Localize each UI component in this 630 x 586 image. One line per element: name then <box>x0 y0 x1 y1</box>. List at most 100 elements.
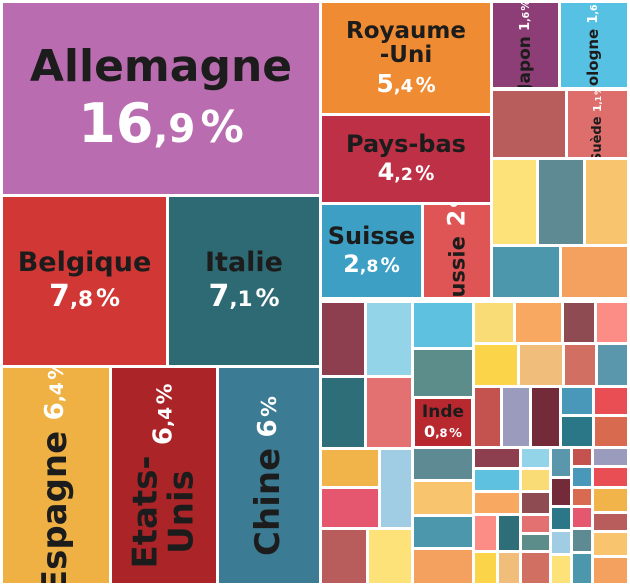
treemap-tile-unlabeled <box>319 375 367 450</box>
value-integer: 6 <box>148 426 179 445</box>
tile-name: Russie <box>444 236 469 300</box>
value-integer: 2 <box>442 209 471 227</box>
value-integer: 5 <box>376 68 394 98</box>
tile-label: Pays-bas 4,2% <box>322 116 490 202</box>
value-integer: 16 <box>78 92 154 156</box>
tile-value: 1,6% <box>518 0 533 31</box>
tile-name: Inde <box>421 402 465 423</box>
treemap-tile-unlabeled <box>559 414 595 449</box>
tile-name: Pologne <box>584 28 603 90</box>
value-percent-sign: % <box>152 383 177 404</box>
tile-name: Japon <box>514 36 535 90</box>
treemap-tile: Suède 1,1% <box>565 88 630 160</box>
treemap-tile-unlabeled <box>549 505 573 532</box>
tile-label: Inde 0,8% <box>415 399 471 446</box>
treemap-tile-unlabeled <box>559 385 595 417</box>
value-percent-sign: % <box>380 254 400 278</box>
tile-name: Royaume -Uni <box>346 18 466 69</box>
tile-label: Russie 2% <box>442 205 471 300</box>
value-percent-sign: % <box>200 103 244 154</box>
treemap-tile: Allemagne 16,9% <box>0 0 322 197</box>
treemap-tile-unlabeled <box>411 514 475 550</box>
value-integer: 4 <box>377 158 395 187</box>
value-integer: 1 <box>590 104 604 113</box>
treemap-tile-unlabeled <box>591 555 630 586</box>
treemap-tile-unlabeled <box>411 479 475 517</box>
tile-value: 1,1% <box>590 91 604 113</box>
tile-label: Etats-Unis 6,4% <box>125 383 201 568</box>
treemap-tile: Royaume -Uni 5,4% <box>319 0 493 116</box>
tile-name: Suède <box>589 116 605 160</box>
tile-value: 7,8% <box>49 281 120 313</box>
tile-name: Etats-Unis <box>125 454 201 568</box>
treemap-tile-unlabeled <box>411 300 475 350</box>
value-percent-sign: % <box>257 395 282 417</box>
tile-label: Japon 1,6% <box>514 0 535 90</box>
value-integer: 2 <box>343 250 360 279</box>
value-decimal: ,1 <box>593 95 603 105</box>
tile-name: Italie <box>205 247 283 279</box>
treemap-tile: Etats-Unis 6,4% <box>109 365 219 586</box>
treemap-tile-unlabeled <box>496 550 522 586</box>
tile-label: Chine 6% <box>248 395 289 556</box>
tile-label: Allemagne 16,9% <box>3 3 319 194</box>
treemap-tile-unlabeled <box>592 414 630 449</box>
value-decimal: ,9 <box>153 107 196 153</box>
tile-label: Suède 1,1% <box>589 91 605 160</box>
tile-name: Espagne <box>35 430 76 586</box>
value-decimal: ,6 <box>589 4 601 15</box>
tile-value: 16,9% <box>78 96 243 153</box>
value-integer: 7 <box>48 279 70 315</box>
value-percent-sign: % <box>519 0 532 11</box>
treemap-tile: Suisse 2,8% <box>319 202 424 300</box>
treemap-tile-unlabeled <box>500 385 532 449</box>
treemap-tile-unlabeled <box>562 342 598 388</box>
treemap-tile-unlabeled <box>591 486 630 514</box>
treemap-tile-unlabeled <box>411 547 475 586</box>
treemap-tile-unlabeled <box>529 385 562 449</box>
tile-value: 4,2% <box>378 160 435 185</box>
value-integer: 6 <box>40 401 71 420</box>
value-decimal: ,1 <box>229 287 253 313</box>
treemap-tile-unlabeled <box>561 300 597 345</box>
treemap-tile-unlabeled <box>559 244 630 300</box>
treemap-tile-unlabeled <box>490 244 562 300</box>
tile-label: Royaume -Uni 5,4% <box>322 3 490 113</box>
value-percent-sign: % <box>446 205 469 208</box>
value-percent-sign: % <box>415 72 436 97</box>
tile-name: Allemagne <box>29 40 293 92</box>
value-integer: 1 <box>586 14 602 24</box>
tile-value: 5,4% <box>376 68 436 98</box>
treemap-tile-unlabeled <box>472 385 503 449</box>
treemap-tile: Inde 0,8% <box>412 396 474 449</box>
tile-name: Suisse <box>327 222 416 251</box>
tile-label: Suisse 2,8% <box>322 205 421 297</box>
tile-label: Belgique 7,8% <box>3 197 166 365</box>
value-decimal: ,8 <box>69 287 94 313</box>
value-percent-sign: % <box>44 365 69 380</box>
value-decimal: ,6 <box>520 11 532 22</box>
value-decimal: ,2 <box>394 165 413 186</box>
tile-value: 6,4% <box>148 383 179 445</box>
treemap-tile-unlabeled <box>366 527 414 586</box>
treemap-tile-unlabeled <box>595 342 630 388</box>
tile-name: Chine <box>248 447 289 556</box>
treemap-tile: Belgique 7,8% <box>0 194 169 368</box>
tile-name: Belgique <box>17 247 152 279</box>
tile-value: 1,6% <box>586 3 602 24</box>
value-decimal: ,4 <box>47 381 69 402</box>
treemap-tile-unlabeled <box>411 446 475 482</box>
value-decimal: ,4 <box>393 75 414 97</box>
treemap-tile-unlabeled <box>517 342 565 388</box>
tile-label: Pologne 1,6% <box>584 3 603 90</box>
treemap-tile: Japon 1,6% <box>490 0 561 90</box>
treemap-tile-unlabeled <box>472 300 516 345</box>
treemap-tile-unlabeled <box>472 513 499 553</box>
treemap-tile: Chine 6% <box>216 365 322 586</box>
tile-value: 6% <box>253 395 283 437</box>
treemap-tile-unlabeled <box>490 157 539 247</box>
treemap-tile-unlabeled <box>319 527 369 586</box>
value-percent-sign: % <box>588 3 600 4</box>
treemap-tile-unlabeled <box>513 300 564 345</box>
